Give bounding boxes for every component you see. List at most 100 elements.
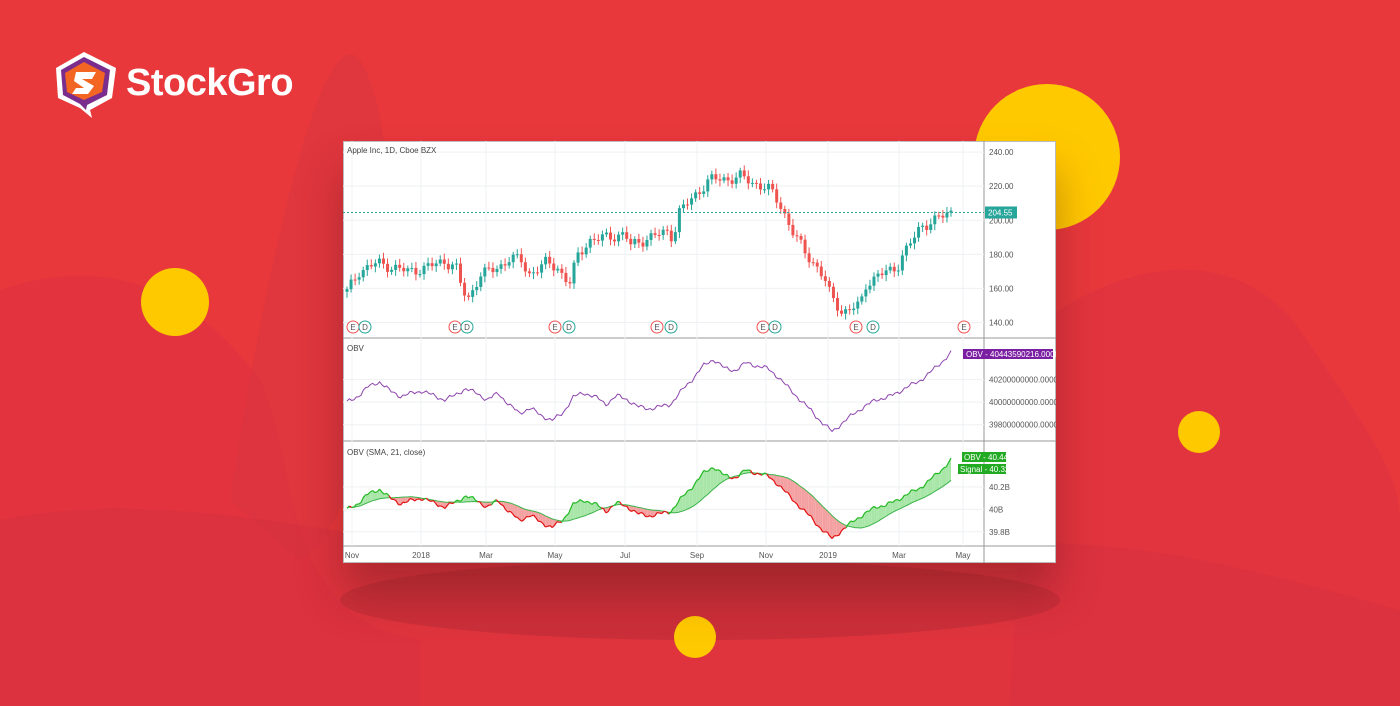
candle-body [677,208,681,233]
osc-fill-down [787,478,791,496]
event-marker-label: E [760,323,765,332]
x-tick-label: 2018 [412,551,430,560]
obv-osc-segment [379,488,383,493]
obv-osc-segment [736,476,740,479]
candle-body [434,263,438,267]
dividend-event-marker [460,320,474,334]
obv-osc-segment [573,502,576,504]
obv-osc-segment [859,516,863,519]
osc-fill-down [547,516,550,527]
candle-body [426,263,430,266]
candle-body [584,247,588,255]
obv-osc-segment [922,484,926,489]
obv-osc-segment [847,520,852,525]
candle-body [564,272,568,283]
candle-body [503,264,507,266]
osc-fill-down [776,475,779,486]
obv-osc-segment [505,509,509,513]
obv-osc-segment [444,505,448,509]
candle-body [349,279,353,290]
osc-fill-down [834,517,837,536]
osc-fill-down [778,475,781,486]
candle-body [738,170,742,178]
candle-body [552,263,556,271]
candle-body [511,254,515,263]
obv-osc-segment [712,467,716,471]
osc-fill-up [591,502,595,514]
obv-osc-segment [817,525,821,529]
candle-body [560,268,564,273]
obv-osc-segment [584,500,588,503]
price-tick-label: 140.00 [989,318,1014,327]
obv-osc-segment [941,467,945,471]
stock-chart[interactable]: Nov 2018 Mar May Jul Sep Nov 2019 Mar May 240.00 22… [343,141,1056,563]
osc-fill-up [930,477,933,495]
obv-osc-segment [670,507,675,513]
event-marker-label: E [350,323,355,332]
obv-osc-segment [945,462,950,468]
osc-signal-tag [958,464,1006,474]
obv-osc-segment [428,499,432,502]
osc-fill-down [519,506,522,522]
osc-fill-down [405,496,408,503]
obv-osc-segment [703,469,707,472]
obv-osc-segment [652,515,656,518]
obv-osc-segment [918,486,921,490]
event-marker-label: E [961,323,966,332]
obv-osc-segment [463,495,467,498]
candle-body [507,262,511,266]
candle-body [475,286,479,291]
candle-body [848,309,852,311]
candle-body [361,270,365,278]
obv-osc-segment [775,484,779,487]
brand-name: StockGro [126,61,294,104]
candle-body [479,276,483,287]
event-marker-label: D [772,323,778,332]
osc-fill-up [568,507,571,521]
obv-osc-segment [619,501,623,506]
osc-fill-up [916,488,919,501]
obv-osc-segment [761,472,765,476]
osc-fill-up [867,511,870,527]
osc-fill-down [437,501,441,507]
obv-osc-segment [880,505,884,508]
obv-osc-segment [680,495,684,498]
obv-osc-segment [602,508,607,514]
brand-logo[interactable]: StockGro [50,48,294,118]
candle-body [641,242,645,247]
osc-fill-up [941,467,945,488]
obv-osc-segment [668,511,672,515]
candle-body [698,192,702,194]
osc-fill-down [792,480,795,503]
obv-osc-segment [810,515,814,521]
obv-osc-segment [370,490,373,493]
osc-fill-up [561,518,564,523]
obv-osc-segment [799,507,802,510]
osc-fill-up [920,487,924,499]
price-tick-label: 160.00 [989,284,1014,293]
candle-body [649,233,653,240]
osc-fill-up [584,501,588,516]
obv-osc-segment [605,511,609,514]
osc-fill-up [892,500,896,513]
obv-tick-label: 40000000000.0000 [989,398,1056,407]
osc-fill-up [864,511,868,528]
obv-osc-segment [405,501,408,504]
x-tick-label: Sep [690,551,705,560]
obv-osc-segment [675,501,679,507]
osc-fill-up [871,506,875,525]
osc-fill-up [706,471,709,496]
candle-body [438,259,442,264]
obv-osc-segment [698,474,702,480]
candle-body [600,234,604,241]
candle-body [852,308,856,311]
osc-fill-up [857,517,861,528]
obv-osc-segment [878,505,882,509]
obv-osc-segment [540,521,544,524]
osc-tick-label: 40B [989,505,1003,514]
candle-body [661,229,665,236]
candle-body [572,262,576,284]
obv-osc-segment [509,510,513,514]
obv-osc-segment [521,518,525,522]
candle-body [791,224,795,236]
